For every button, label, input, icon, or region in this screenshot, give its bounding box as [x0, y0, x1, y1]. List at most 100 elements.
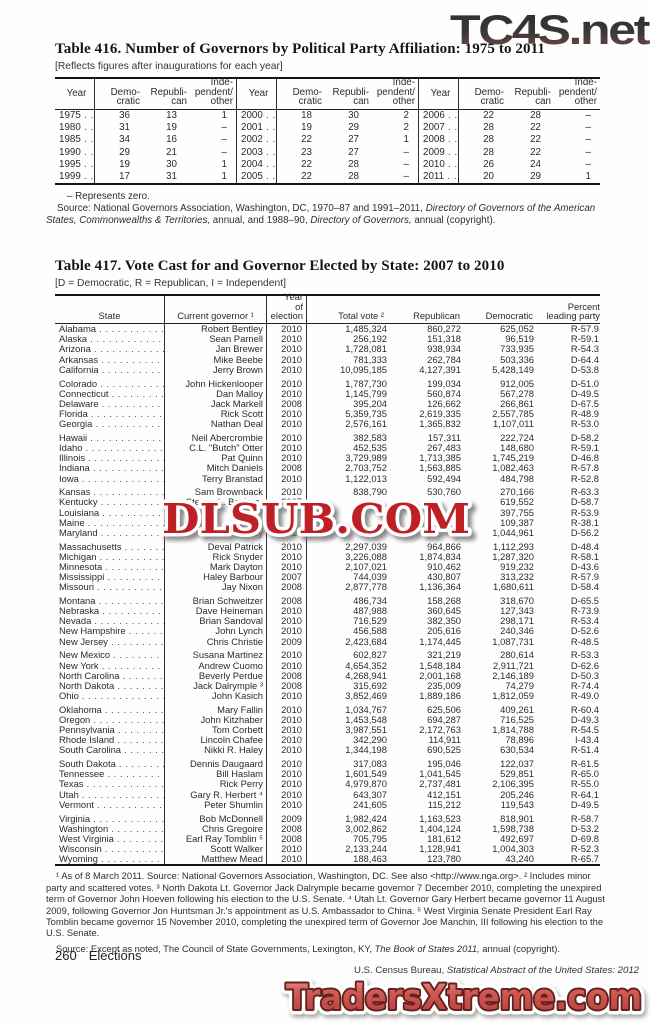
- republican-cell: 157,311: [427, 431, 461, 443]
- governor-cell: Rick Perry: [165, 779, 267, 790]
- year-cell: 2008: [267, 463, 307, 474]
- total-vote-cell: 1,145,799: [345, 387, 387, 399]
- percent-cell: R-52.8: [570, 472, 599, 484]
- column-header-independent: Inde- pendent/ other: [190, 78, 237, 109]
- column-header-year: Year: [55, 79, 95, 109]
- independent-cell: –: [372, 146, 419, 159]
- republican-cell: 910,462: [427, 560, 461, 572]
- democratic-cell: 1,004,303: [492, 842, 534, 854]
- percent-cell: R-53.0: [570, 418, 599, 430]
- republican-cell: 27: [348, 146, 359, 158]
- total-vote-cell: 315,692: [353, 679, 387, 691]
- year-cell: 2008: [267, 670, 307, 681]
- democratic-cell: 96,519: [505, 333, 534, 345]
- total-vote-cell: 602,827: [353, 649, 387, 661]
- column-header-republican: Republi- can: [150, 86, 188, 108]
- total-vote-cell: 188,463: [353, 853, 387, 865]
- democratic-cell: 28: [483, 146, 494, 158]
- year-cell: 2004: [237, 158, 277, 171]
- source-text: Source: National Governors Association, …: [57, 203, 426, 215]
- table-row: New York Andrew Cuomo 2010 4,654,352 1,5…: [55, 660, 600, 671]
- state-cell: Vermont: [55, 799, 165, 810]
- democratic-cell: 2,146,189: [492, 669, 534, 681]
- table416-header-group: Year Demo- cratic Republi- can Inde- pen…: [237, 78, 419, 109]
- total-vote-cell: 1,982,424: [345, 812, 387, 824]
- democratic-cell: 1,680,611: [492, 581, 534, 593]
- table-row: Pennsylvania Tom Corbett 2010 3,987,551 …: [55, 724, 600, 736]
- table-row: West Virginia Earl Ray Tomblin ⁵ 2008 70…: [55, 833, 600, 844]
- state-cell: Maine: [55, 517, 165, 528]
- governor-cell: Nikki R. Haley: [165, 745, 267, 756]
- year-cell: 2008: [267, 592, 307, 607]
- percent-cell: I-43.4: [575, 734, 599, 746]
- table-row: Illinois Pat Quinn 2010 3,729,989 1,713,…: [55, 453, 600, 464]
- democratic-cell: 529,851: [500, 768, 534, 780]
- year-cell: 2005: [237, 170, 277, 184]
- state-cell: Iowa: [55, 473, 165, 484]
- year-cell: 2009: [267, 809, 307, 824]
- year-cell: 2010: [267, 453, 307, 464]
- table416-header-group: Year Demo- cratic Republi- can Inde- pen…: [55, 78, 237, 109]
- table-row: Oklahoma Mary Fallin 2010 1,034,767 625,…: [55, 701, 600, 715]
- republican-cell: 114,911: [428, 734, 462, 746]
- total-vote-cell: 2,107,021: [345, 560, 387, 572]
- table-row: 1985 34 16 – 2002 22 27 1 2008 28 22 –: [55, 134, 600, 147]
- year-cell: 2010: [419, 158, 459, 171]
- governor-cell: Scott Walker: [165, 843, 267, 855]
- democratic-cell: 567,278: [500, 387, 534, 399]
- republican-cell: 2,619,335: [419, 407, 461, 419]
- year-cell: 2010: [267, 374, 307, 389]
- democratic-cell: 74,279: [505, 679, 534, 691]
- republican-cell: 1,563,885: [419, 462, 461, 474]
- republican-cell: 262,784: [427, 353, 461, 365]
- independent-cell: –: [585, 122, 591, 134]
- percent-cell: R-59.1: [570, 442, 599, 454]
- table416-title: Table 416. Number of Governors by Politi…: [55, 41, 545, 57]
- column-header-year: Year of election: [267, 291, 307, 324]
- state-cell: Nebraska: [55, 606, 165, 617]
- democratic-cell: 912,005: [500, 377, 534, 389]
- democratic-cell: 1,082,463: [492, 462, 534, 474]
- table416-body: 1975 36 13 1 2000 18 30 2 2006 22 28 –: [55, 110, 600, 186]
- democratic-cell: 266,861: [500, 397, 534, 409]
- column-header-democratic: Demo- cratic: [110, 86, 140, 108]
- table-row: Washington Chris Gregoire 2008 3,002,862…: [55, 823, 600, 834]
- total-vote-cell: 2,423,684: [345, 635, 387, 647]
- total-vote-cell: 382,583: [353, 431, 387, 443]
- year-cell: 2010: [267, 646, 307, 661]
- democratic-cell: 109,387: [500, 516, 534, 528]
- table-row: Florida Rick Scott 2010 5,359,735 2,619,…: [55, 407, 600, 420]
- table-row: Connecticut Dan Malloy 2010 1,145,799 56…: [55, 387, 600, 399]
- column-header-democratic: Demo- cratic: [292, 86, 322, 108]
- democratic-cell: 18: [301, 110, 312, 121]
- republican-cell: 560,874: [427, 387, 461, 399]
- percent-cell: R-54.5: [570, 724, 599, 736]
- democratic-cell: 1,112,293: [492, 540, 534, 552]
- year-cell: 2010: [267, 853, 307, 865]
- table-row: Mississippi Haley Barbour 2007 744,039 4…: [55, 571, 600, 583]
- democratic-cell: 22: [301, 170, 312, 182]
- state-cell: Utah: [55, 789, 165, 800]
- republican-cell: 19: [166, 122, 177, 134]
- democratic-cell: 630,534: [500, 744, 534, 756]
- year-cell: 1990: [55, 146, 95, 159]
- governor-cell: Rick Scott: [165, 408, 267, 420]
- total-vote-cell: 1,728,081: [345, 343, 387, 355]
- year-cell: 2010: [267, 527, 307, 539]
- table-row: Nebraska Dave Heineman 2010 487,988 360,…: [55, 606, 600, 617]
- table417-header: State Current governor ¹ Year of electio…: [55, 291, 600, 325]
- year-cell: 2010: [267, 745, 307, 756]
- state-cell: North Dakota: [55, 680, 165, 691]
- republican-cell: 21: [166, 146, 177, 158]
- table417-body: Alabama Robert Bentley 2010 1,485,324 86…: [55, 323, 600, 867]
- state-cell: Delaware: [55, 398, 165, 409]
- democratic-cell: 1,107,011: [492, 418, 534, 430]
- year-cell: 2011: [419, 170, 459, 184]
- republican-cell: 412,151: [427, 788, 461, 800]
- percent-cell: D-52.6: [570, 625, 599, 637]
- independent-cell: –: [372, 170, 419, 184]
- table-row: Alabama Robert Bentley 2010 1,485,324 86…: [55, 323, 600, 335]
- table-row: Texas Rick Perry 2010 4,979,870 2,737,48…: [55, 779, 600, 790]
- democratic-cell: 19: [301, 122, 312, 134]
